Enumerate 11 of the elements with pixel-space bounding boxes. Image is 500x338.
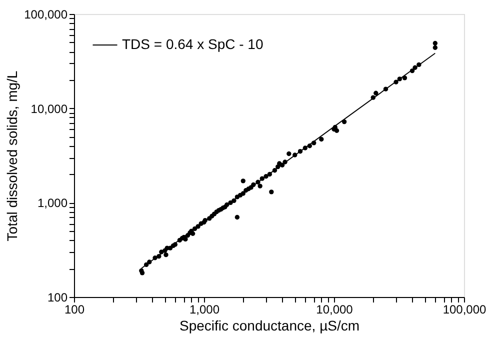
x-tick-label: 10,000 bbox=[316, 302, 354, 316]
y-tick-label: 100,000 bbox=[24, 8, 68, 22]
x-tick-label: 100 bbox=[64, 302, 85, 316]
x-axis-title: Specific conductance, µS/cm bbox=[179, 318, 360, 334]
legend-label: TDS = 0.64 x SpC - 10 bbox=[122, 36, 264, 52]
y-tick-label: 10,000 bbox=[30, 102, 68, 116]
y-axis-title: Total dissolved solids, mg/L bbox=[4, 70, 20, 242]
y-tick-label: 100 bbox=[47, 290, 68, 304]
y-tick-label: 1,000 bbox=[37, 196, 68, 210]
x-tick-label: 100,000 bbox=[442, 302, 487, 316]
x-tick-label: 1,000 bbox=[189, 302, 220, 316]
